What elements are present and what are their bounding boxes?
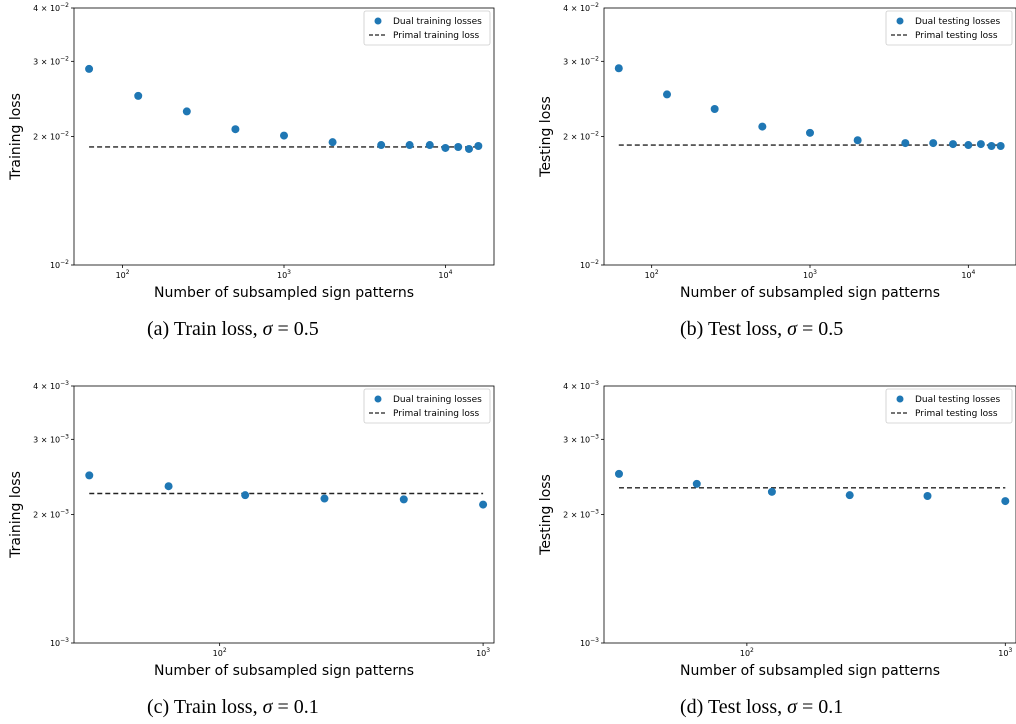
- legend-marker-dual: [374, 17, 382, 25]
- y-tick-label: 2 × 10−2: [33, 131, 69, 142]
- x-tick-label: 103: [998, 647, 1012, 658]
- y-tick-label: 2 × 10−3: [33, 509, 69, 520]
- y-tick-label: 2 × 10−2: [563, 131, 599, 142]
- legend-label: Dual training losses: [393, 17, 482, 27]
- x-axis-label: Number of subsampled sign patterns: [154, 663, 414, 679]
- legend-marker-dual: [896, 395, 904, 403]
- dual-loss-point: [923, 491, 932, 500]
- x-tick-label: 102: [645, 269, 659, 280]
- dual-loss-point: [328, 138, 337, 147]
- legend-box: [885, 388, 1013, 424]
- dual-loss-point: [710, 104, 719, 113]
- x-tick-label: 103: [277, 269, 291, 280]
- dual-loss-point: [929, 139, 938, 148]
- dual-loss-point: [85, 64, 94, 73]
- legend-label: Primal testing loss: [915, 31, 998, 41]
- dual-loss-point: [806, 128, 814, 137]
- y-tick-label: 3 × 10−3: [563, 433, 599, 444]
- y-tick-label: 10−3: [580, 637, 599, 648]
- dual-loss-point: [377, 141, 386, 150]
- legend-label: Primal testing loss: [915, 409, 998, 419]
- chart-test-loss-sigma-0-1: 3 × 10−3 2 × 10−3 10−3 4 × 10−3 102 103 Number…: [538, 380, 1016, 679]
- y-tick-label: 3 × 10−3: [33, 433, 69, 444]
- dual-loss-point: [987, 142, 996, 151]
- legend-box: [363, 388, 491, 424]
- legend-box: [885, 10, 1013, 46]
- y-tick-label: 10−2: [50, 259, 69, 270]
- legend-label: Dual testing losses: [915, 17, 1000, 27]
- dual-loss-point: [614, 64, 623, 73]
- x-axis-label: Number of subsampled sign patterns: [680, 663, 940, 679]
- plot-frame: [603, 385, 1016, 644]
- dual-loss-point: [474, 142, 483, 151]
- plot-frame: [73, 385, 495, 644]
- chart-train-loss-sigma-0-5: 4 × 10−2 3 × 10−2 2 × 10−2 10−2 102 103 104 Num…: [8, 2, 495, 301]
- dual-loss-point: [964, 141, 973, 150]
- x-tick-label: 102: [213, 647, 227, 658]
- y-axis-label: Training loss: [8, 471, 24, 559]
- chart-test-loss-sigma-0-5: 3 × 10−2 2 × 10−2 10−2 4 × 10−2 102 103 104 Num…: [538, 2, 1016, 301]
- dual-loss-point: [320, 494, 329, 503]
- dual-loss-point: [464, 144, 473, 153]
- x-axis-label: Number of subsampled sign patterns: [154, 285, 414, 301]
- dual-loss-point: [1001, 497, 1010, 506]
- x-tick-label: 102: [116, 269, 130, 280]
- y-axis-label: Testing loss: [538, 96, 554, 178]
- y-tick-label: 4 × 10−3: [33, 380, 69, 391]
- dual-loss-point: [280, 131, 288, 140]
- dual-loss-point: [901, 139, 910, 148]
- dual-loss-point: [134, 91, 143, 100]
- dual-loss-point: [614, 469, 623, 478]
- x-tick-label: 104: [438, 269, 452, 280]
- caption-b: (b) Test loss, σ = 0.5: [680, 318, 844, 340]
- dual-loss-point: [441, 143, 450, 152]
- legend-label: Dual testing losses: [915, 395, 1000, 405]
- legend-label: Primal training loss: [393, 409, 480, 419]
- dual-loss-point: [996, 142, 1005, 151]
- legend-box: [363, 10, 491, 46]
- y-top-label: 4 × 10−3: [563, 380, 599, 391]
- y-tick-label: 10−3: [50, 637, 69, 648]
- dual-loss-point: [692, 479, 701, 488]
- y-tick-label: 3 × 10−2: [563, 55, 599, 66]
- dual-loss-point: [85, 471, 94, 480]
- dual-loss-point: [948, 140, 957, 149]
- dual-loss-point: [241, 491, 250, 500]
- chart-train-loss-sigma-0-1: 4 × 10−3 3 × 10−3 2 × 10−3 10−3 102 103 Number…: [8, 380, 495, 679]
- x-tick-label: 102: [740, 647, 754, 658]
- y-axis-label: Testing loss: [538, 474, 554, 556]
- x-tick-label: 104: [961, 269, 975, 280]
- legend-label: Primal training loss: [393, 31, 480, 41]
- dual-loss-point: [767, 487, 776, 496]
- caption-a: (a) Train loss, σ = 0.5: [147, 318, 319, 340]
- y-tick-label: 2 × 10−3: [563, 509, 599, 520]
- y-tick-label: 3 × 10−2: [33, 55, 69, 66]
- dual-loss-point: [454, 142, 463, 151]
- dual-loss-point: [164, 482, 173, 491]
- dual-loss-point: [479, 500, 488, 509]
- dual-loss-point: [405, 141, 414, 150]
- dual-loss-point: [425, 141, 434, 150]
- legend-label: Dual training losses: [393, 395, 482, 405]
- dual-loss-point: [231, 125, 240, 134]
- dual-loss-point: [399, 495, 408, 504]
- y-axis-label: Training loss: [8, 93, 24, 181]
- caption-c: (c) Train loss, σ = 0.1: [147, 696, 319, 718]
- caption-d: (d) Test loss, σ = 0.1: [680, 696, 844, 718]
- x-tick-label: 103: [476, 647, 490, 658]
- x-tick-label: 103: [803, 269, 817, 280]
- dual-loss-point: [845, 491, 854, 500]
- y-tick-label: 4 × 10−2: [33, 2, 69, 13]
- y-top-label: 4 × 10−2: [563, 2, 599, 13]
- legend-marker-dual: [374, 395, 382, 403]
- dual-loss-point: [976, 140, 985, 149]
- dual-loss-point: [853, 136, 862, 145]
- legend-marker-dual: [896, 17, 904, 25]
- x-axis-label: Number of subsampled sign patterns: [680, 285, 940, 301]
- y-tick-label: 10−2: [580, 259, 599, 270]
- dual-loss-point: [663, 90, 672, 99]
- dual-loss-point: [182, 107, 191, 116]
- dual-loss-point: [758, 122, 767, 131]
